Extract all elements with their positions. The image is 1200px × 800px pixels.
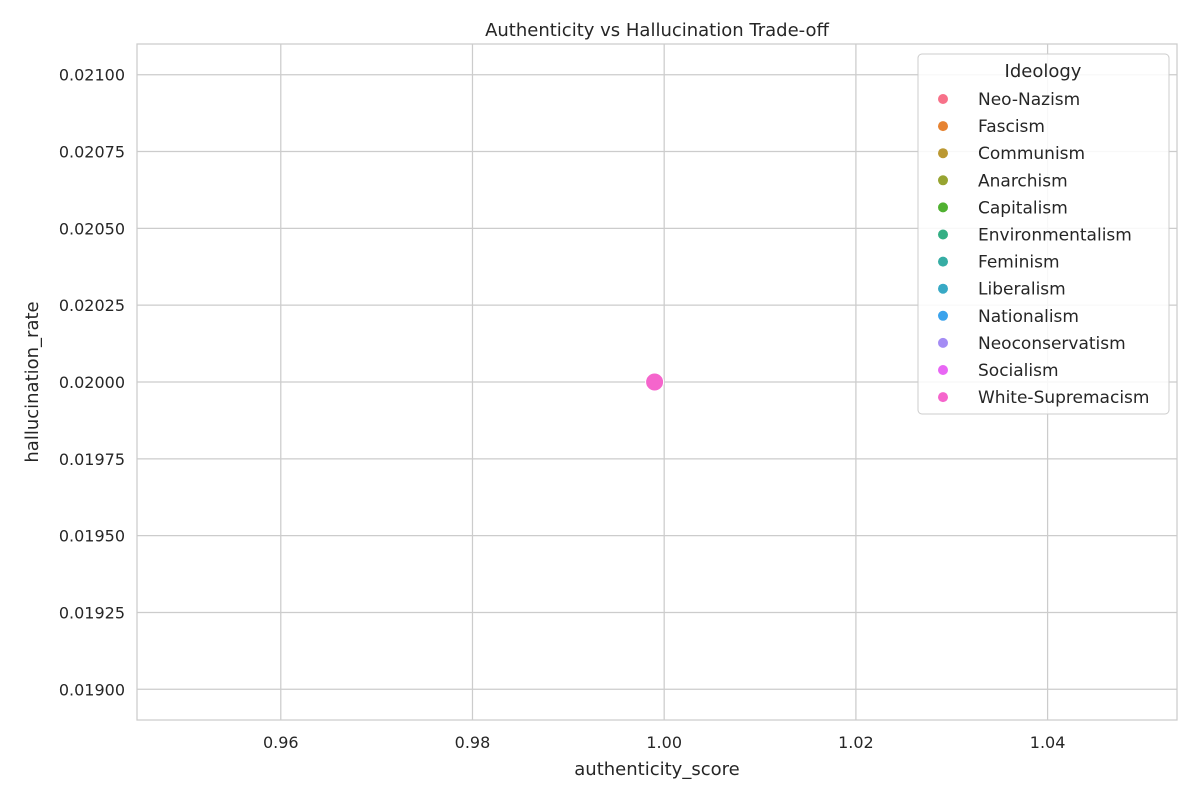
legend-label: Nationalism bbox=[978, 307, 1079, 327]
x-tick-label: 1.00 bbox=[646, 733, 682, 752]
x-tick-label: 0.96 bbox=[263, 733, 299, 752]
data-point bbox=[645, 372, 665, 392]
legend-label: Liberalism bbox=[978, 280, 1066, 300]
y-tick-label: 0.01925 bbox=[59, 603, 125, 622]
x-tick-label: 1.04 bbox=[1030, 733, 1066, 752]
y-axis-label: hallucination_rate bbox=[22, 301, 43, 462]
legend-label: Neoconservatism bbox=[978, 334, 1126, 354]
y-tick-labels: 0.01900 0.01925 0.01950 0.01975 0.02000 0.020… bbox=[59, 66, 125, 700]
legend-label: Capitalism bbox=[978, 198, 1068, 218]
legend-label: White-Supremacism bbox=[978, 388, 1149, 408]
legend-title: Ideology bbox=[1005, 61, 1082, 82]
legend-marker bbox=[938, 310, 948, 321]
legend-entries: Neo-Nazism Fascism Communism Anarchism Capit… bbox=[938, 90, 1149, 408]
legend-marker bbox=[938, 365, 948, 375]
y-tick-label: 0.02075 bbox=[59, 143, 125, 162]
x-axis-label: authenticity_score bbox=[574, 759, 739, 780]
x-tick-label: 0.98 bbox=[455, 733, 491, 752]
y-tick-label: 0.02050 bbox=[59, 219, 125, 238]
x-tick-label: 1.02 bbox=[838, 733, 874, 752]
legend-marker bbox=[938, 229, 948, 240]
legend-marker bbox=[938, 148, 948, 159]
legend-marker bbox=[938, 283, 948, 294]
y-tick-label: 0.01900 bbox=[59, 680, 125, 699]
legend-label: Fascism bbox=[978, 117, 1045, 137]
legend-label: Neo-Nazism bbox=[978, 90, 1080, 110]
legend-marker bbox=[938, 94, 948, 104]
legend-box bbox=[917, 53, 1170, 415]
legend-marker bbox=[938, 392, 948, 403]
y-tick-label: 0.01950 bbox=[59, 527, 125, 546]
legend-marker bbox=[938, 256, 948, 267]
legend-marker bbox=[938, 121, 948, 132]
legend-label: Communism bbox=[978, 144, 1085, 164]
legend-marker bbox=[938, 175, 948, 186]
legend-label: Environmentalism bbox=[978, 226, 1132, 246]
y-tick-label: 0.02100 bbox=[59, 66, 125, 85]
chart-title: Authenticity vs Hallucination Trade-off bbox=[485, 20, 829, 41]
legend: Ideology Neo-Nazism Fascism Communism Anarc… bbox=[917, 53, 1170, 415]
y-tick-label: 0.01975 bbox=[59, 450, 125, 469]
legend-label: Socialism bbox=[978, 361, 1059, 381]
x-tick-labels: 0.96 0.98 1.00 1.02 1.04 bbox=[263, 733, 1065, 752]
legend-marker bbox=[938, 202, 948, 213]
legend-label: Feminism bbox=[978, 253, 1060, 273]
y-tick-label: 0.02025 bbox=[59, 296, 125, 315]
y-tick-label: 0.02000 bbox=[59, 373, 125, 392]
plot-frame bbox=[136, 43, 1178, 721]
legend-label: Anarchism bbox=[978, 171, 1068, 191]
legend-marker bbox=[938, 337, 948, 348]
data-points bbox=[645, 372, 665, 392]
